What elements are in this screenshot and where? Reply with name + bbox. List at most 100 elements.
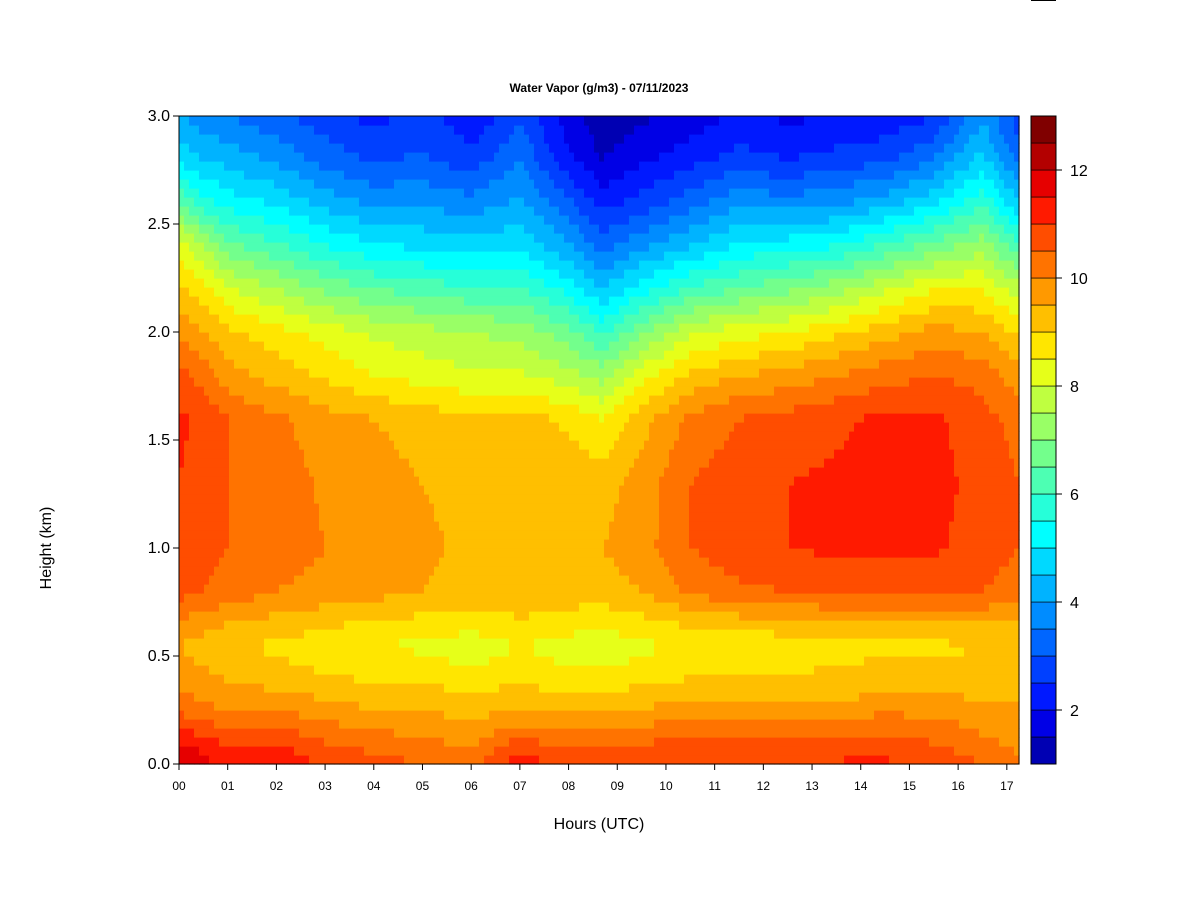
heatmap-cell: [344, 449, 350, 459]
heatmap-cell: [284, 296, 290, 306]
heatmap-cell: [479, 134, 485, 144]
heatmap-cell: [294, 539, 300, 549]
heatmap-cell: [279, 269, 285, 279]
heatmap-cell: [439, 179, 445, 189]
heatmap-cell: [404, 233, 410, 243]
heatmap-cell: [214, 665, 220, 675]
heatmap-cell: [334, 242, 340, 252]
heatmap-cell: [254, 683, 260, 693]
heatmap-cell: [304, 341, 310, 351]
heatmap-cell: [274, 359, 280, 369]
heatmap-cell: [184, 152, 190, 162]
heatmap-cell: [339, 368, 345, 378]
heatmap-cell: [449, 458, 455, 468]
heatmap-cell: [319, 233, 325, 243]
heatmap-cell: [474, 494, 480, 504]
heatmap-cell: [334, 665, 340, 675]
heatmap-cell: [359, 314, 365, 324]
heatmap-cell: [219, 737, 225, 747]
heatmap-cell: [244, 521, 250, 531]
heatmap-cell: [454, 539, 460, 549]
heatmap-cell: [264, 323, 270, 333]
heatmap-cell: [189, 638, 195, 648]
heatmap-cell: [354, 440, 360, 450]
heatmap-cell: [334, 395, 340, 405]
heatmap-cell: [394, 548, 400, 558]
heatmap-cell: [429, 557, 435, 567]
heatmap-cell: [244, 152, 250, 162]
heatmap-cell: [314, 449, 320, 459]
heatmap-cell: [249, 152, 255, 162]
heatmap-cell: [379, 503, 385, 513]
heatmap-cell: [199, 350, 205, 360]
heatmap-cell: [424, 692, 430, 702]
heatmap-cell: [309, 386, 315, 396]
heatmap-cell: [504, 386, 510, 396]
heatmap-cell: [229, 557, 235, 567]
heatmap-cell: [184, 494, 190, 504]
heatmap-cell: [274, 476, 280, 486]
heatmap-cell: [369, 368, 375, 378]
heatmap-cell: [209, 323, 215, 333]
heatmap-cell: [369, 548, 375, 558]
heatmap-cell: [464, 188, 470, 198]
heatmap-cell: [239, 620, 245, 630]
heatmap-cell: [224, 116, 230, 126]
heatmap-cell: [344, 260, 350, 270]
heatmap-cell: [194, 719, 200, 729]
heatmap-cell: [514, 161, 520, 171]
heatmap-cell: [299, 404, 305, 414]
heatmap-cell: [369, 422, 375, 432]
heatmap-cell: [194, 278, 200, 288]
heatmap-cell: [484, 611, 490, 621]
heatmap-cell: [299, 305, 305, 315]
heatmap-cell: [189, 584, 195, 594]
heatmap-cell: [274, 665, 280, 675]
heatmap-cell: [409, 656, 415, 666]
heatmap-cell: [429, 179, 435, 189]
heatmap-cell: [474, 476, 480, 486]
heatmap-cell: [339, 413, 345, 423]
heatmap-cell: [224, 728, 230, 738]
heatmap-cell: [514, 584, 520, 594]
heatmap-cell: [269, 143, 275, 153]
heatmap-cell: [214, 305, 220, 315]
heatmap-cell: [294, 188, 300, 198]
heatmap-cell: [489, 710, 495, 720]
heatmap-cell: [514, 359, 520, 369]
heatmap-cell: [334, 368, 340, 378]
heatmap-cell: [309, 341, 315, 351]
heatmap-cell: [424, 575, 430, 585]
heatmap-cell: [349, 287, 355, 297]
heatmap-cell: [419, 557, 425, 567]
heatmap-cell: [464, 296, 470, 306]
heatmap-cell: [304, 683, 310, 693]
heatmap-cell: [499, 179, 505, 189]
heatmap-cell: [434, 557, 440, 567]
heatmap-cell: [204, 269, 210, 279]
heatmap-cell: [219, 314, 225, 324]
heatmap-cell: [344, 350, 350, 360]
heatmap-cell: [474, 143, 480, 153]
heatmap-cell: [444, 611, 450, 621]
heatmap-cell: [269, 449, 275, 459]
heatmap-cell: [204, 656, 210, 666]
heatmap-cell: [249, 656, 255, 666]
heatmap-cell: [329, 584, 335, 594]
heatmap-cell: [339, 152, 345, 162]
heatmap-cell: [394, 656, 400, 666]
heatmap-cell: [289, 233, 295, 243]
heatmap-cell: [479, 377, 485, 387]
heatmap-cell: [474, 386, 480, 396]
heatmap-cell: [189, 458, 195, 468]
heatmap-cell: [189, 404, 195, 414]
heatmap-cell: [279, 422, 285, 432]
heatmap-cell: [364, 278, 370, 288]
heatmap-cell: [359, 368, 365, 378]
heatmap-cell: [319, 161, 325, 171]
heatmap-cell: [514, 683, 520, 693]
heatmap-cell: [389, 143, 395, 153]
heatmap-cell: [434, 170, 440, 180]
heatmap-cell: [284, 602, 290, 612]
heatmap-cell: [379, 161, 385, 171]
